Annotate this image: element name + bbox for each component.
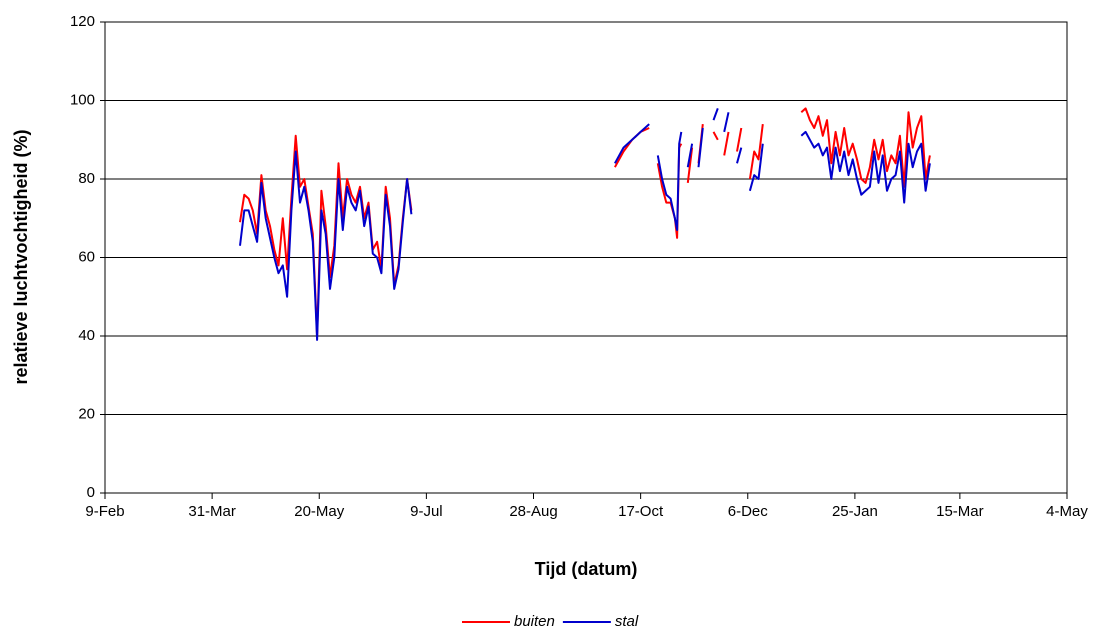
x-tick-label: 6-Dec (728, 503, 769, 520)
legend: buiten stal (462, 613, 639, 630)
y-tick-label: 0 (87, 484, 95, 501)
y-tick-label: 40 (78, 327, 95, 344)
x-tick-label: 15-Mar (936, 503, 984, 520)
y-tick-label: 120 (70, 13, 95, 30)
x-tick-label: 28-Aug (509, 503, 557, 520)
legend-label: buiten (514, 613, 555, 630)
series-line (239, 108, 931, 341)
y-tick-label: 100 (70, 91, 95, 108)
x-axis-title: Tijd (datum) (535, 559, 638, 579)
x-tick-label: 9-Jul (410, 503, 443, 520)
x-tick-label: 31-Mar (188, 503, 236, 520)
y-axis-title: relatieve luchtvochtigheid (%) (11, 129, 31, 384)
x-tick-label: 25-Jan (832, 503, 878, 520)
legend-label: stal (615, 613, 639, 630)
plot-frame (104, 21, 1068, 494)
x-tick-label: 4-May (1046, 503, 1088, 520)
x-tick-label: 20-May (294, 503, 345, 520)
y-tick-label: 20 (78, 405, 95, 422)
x-tick-label: 9-Feb (85, 503, 124, 520)
y-tick-label: 80 (78, 170, 95, 187)
y-tick-label: 60 (78, 248, 95, 265)
x-tick-label: 17-Oct (618, 503, 664, 520)
